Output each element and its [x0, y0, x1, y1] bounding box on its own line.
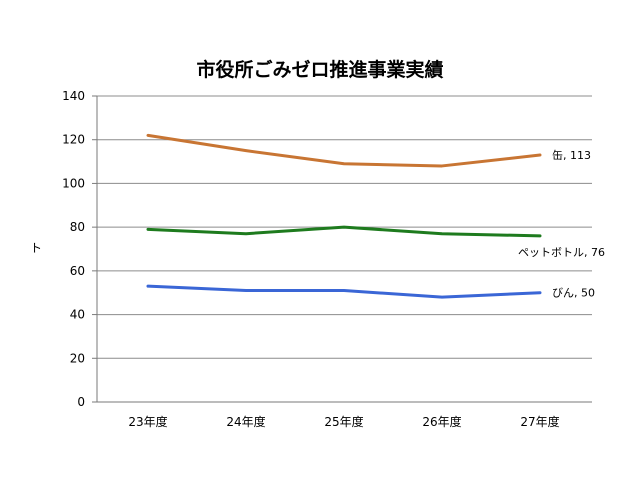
chart-title: 市役所ごみゼロ推進事業実績 [196, 58, 443, 81]
x-tick-label: 23年度 [128, 414, 167, 429]
series-line [146, 284, 542, 299]
y-axis-title: ト [30, 241, 42, 255]
y-tick-label: 60 [70, 264, 85, 278]
y-tick-labels: 0 20 40 60 80 100 120 140 [62, 89, 85, 409]
series-line [146, 133, 542, 168]
x-tick-label: 25年度 [324, 414, 363, 429]
series-lines [146, 133, 542, 299]
y-tick-label: 100 [62, 176, 85, 190]
series-end-label: 缶, 113 [552, 148, 591, 162]
axes [92, 95, 592, 403]
y-tick-label: 120 [62, 133, 85, 147]
series-end-labels: 缶, 113 ペットボトル, 76 びん, 50 [518, 148, 605, 300]
y-tick-label: 40 [70, 308, 85, 322]
x-tick-label: 26年度 [422, 414, 461, 429]
series-end-label: びん, 50 [552, 287, 595, 300]
y-tick-label: 80 [70, 220, 85, 234]
x-tick-label: 24年度 [226, 414, 265, 429]
series-line [146, 225, 542, 238]
y-tick-label: 20 [70, 351, 85, 365]
y-tick-label: 0 [77, 395, 85, 409]
x-tick-label: 27年度 [520, 414, 559, 429]
y-tick-label: 140 [62, 89, 85, 103]
series-end-label: ペットボトル, 76 [518, 246, 605, 259]
x-tick-labels: 23年度 24年度 25年度 26年度 27年度 [128, 414, 559, 429]
